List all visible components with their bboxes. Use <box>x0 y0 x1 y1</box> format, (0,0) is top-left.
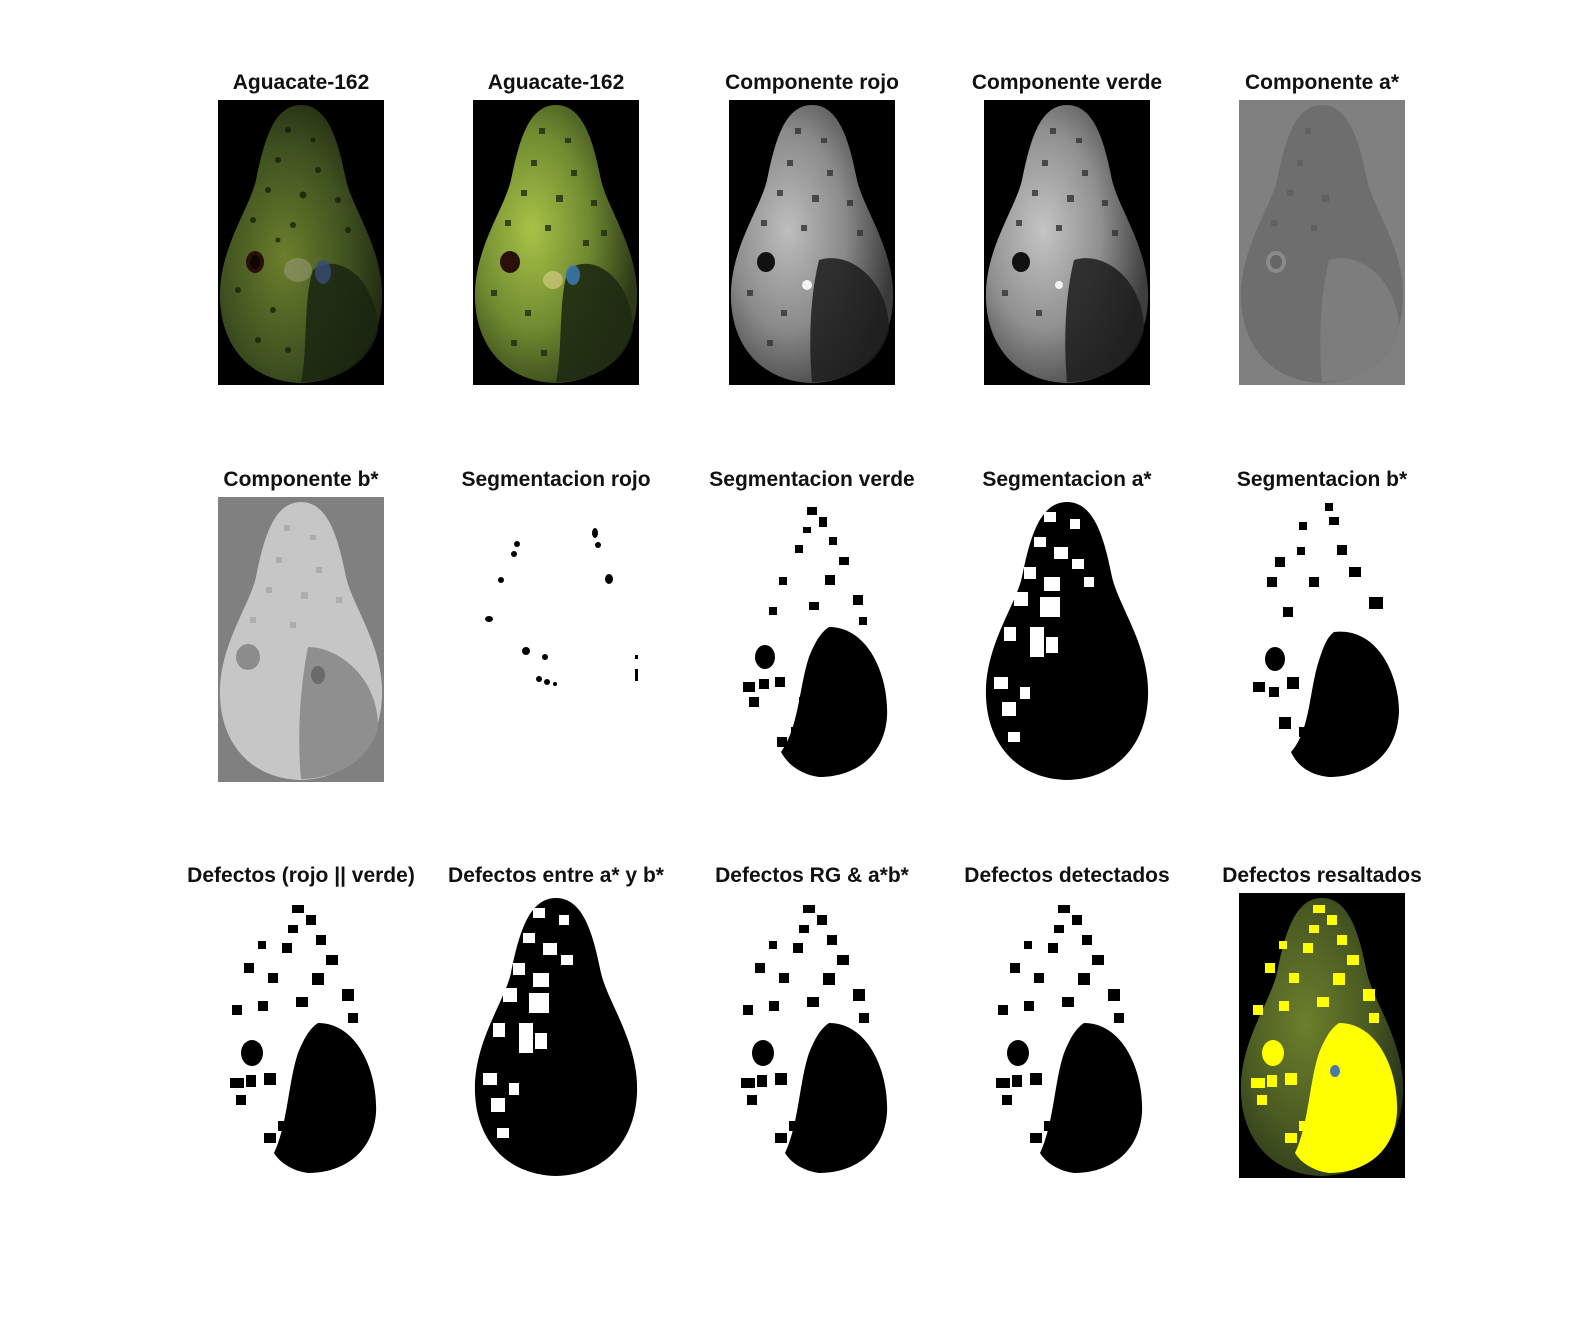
panel-title: Segmentacion b* <box>1236 468 1408 491</box>
panel-title: Componente verde <box>971 71 1163 94</box>
panel-segmentacion-verde: Segmentacion verde <box>709 468 915 782</box>
red-component-image <box>729 100 895 385</box>
detected-defects-mask <box>984 893 1150 1178</box>
panel-componente-rojo: Componente rojo <box>725 71 899 385</box>
panel-title: Defectos detectados <box>964 864 1170 887</box>
panel-title: Componente b* <box>223 468 379 491</box>
a-segmentation-mask <box>984 497 1150 782</box>
panel-title: Componente rojo <box>725 71 899 94</box>
avocado-filtered-image <box>473 100 639 385</box>
panel-title: Aguacate-162 <box>487 71 625 94</box>
panel-defectos-detectados: Defectos detectados <box>964 864 1170 1178</box>
panel-title: Segmentacion rojo <box>461 468 651 491</box>
panel-title: Componente a* <box>1244 71 1399 94</box>
rg-defects-mask <box>218 893 384 1178</box>
b-component-image <box>218 497 384 782</box>
panel-title: Defectos resaltados <box>1222 864 1422 887</box>
panel-defectos-a-b: Defectos entre a* y b* <box>448 864 664 1178</box>
highlighted-defects-image <box>1239 893 1405 1178</box>
panel-segmentacion-rojo: Segmentacion rojo <box>461 468 651 782</box>
panel-segmentacion-a: Segmentacion a* <box>982 468 1152 782</box>
panel-componente-verde: Componente verde <box>972 71 1162 385</box>
a-component-image <box>1239 100 1405 385</box>
ab-defects-mask <box>473 893 639 1178</box>
panel-defectos-rg-ab: Defectos RG & a*b* <box>715 864 909 1178</box>
b-segmentation-mask <box>1239 497 1405 782</box>
panel-defectos-resaltados: Defectos resaltados <box>1222 864 1422 1178</box>
panel-title: Defectos entre a* y b* <box>448 864 664 887</box>
panel-componente-a: Componente a* <box>1239 71 1405 385</box>
avocado-original-image <box>218 100 384 385</box>
green-component-image <box>984 100 1150 385</box>
panel-title: Defectos (rojo || verde) <box>187 864 415 887</box>
green-segmentation-mask <box>729 497 895 782</box>
panel-title: Defectos RG & a*b* <box>715 864 909 887</box>
panel-title: Segmentacion verde <box>709 468 915 491</box>
panel-aguacate-filtered: Aguacate-162 <box>473 71 639 385</box>
red-segmentation-mask <box>473 497 639 782</box>
panel-title: Segmentacion a* <box>982 468 1152 491</box>
rg-ab-defects-mask <box>729 893 895 1178</box>
panel-segmentacion-b: Segmentacion b* <box>1237 468 1407 782</box>
panel-title: Aguacate-162 <box>232 71 370 94</box>
panel-componente-b: Componente b* <box>218 468 384 782</box>
panel-aguacate-original: Aguacate-162 <box>218 71 384 385</box>
panel-defectos-rojo-verde: Defectos (rojo || verde) <box>187 864 415 1178</box>
